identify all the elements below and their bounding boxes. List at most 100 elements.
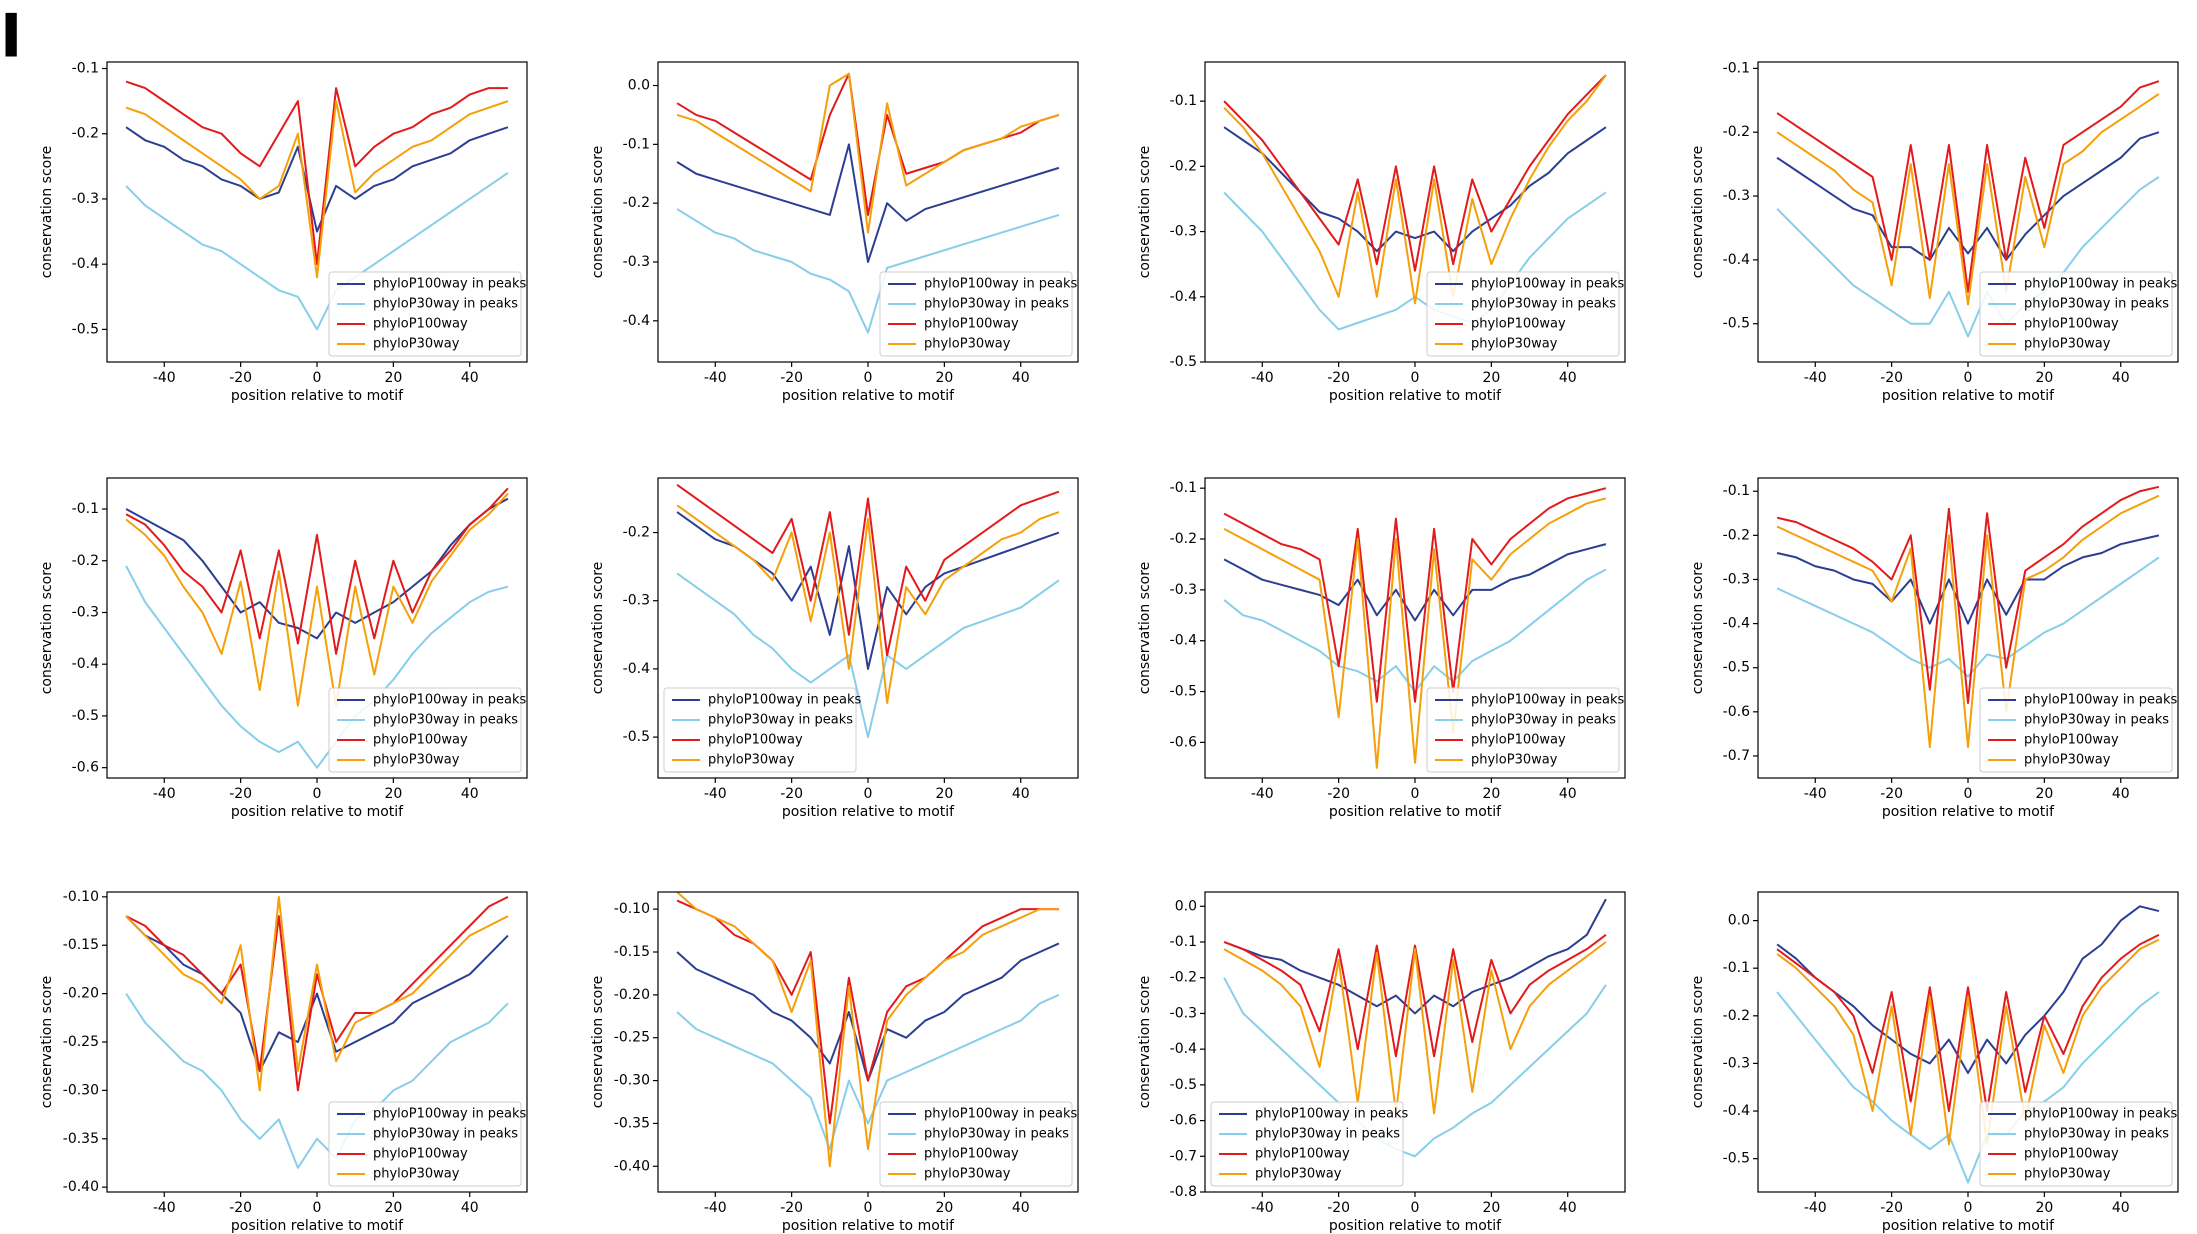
legend-label: phyloP100way in peaks xyxy=(924,1107,1078,1122)
legend-label: phyloP30way in peaks xyxy=(1255,1127,1400,1142)
y-axis-label: conservation score xyxy=(1690,976,1706,1109)
legend-label: phyloP100way xyxy=(924,1147,1019,1162)
y-axis-label: conservation score xyxy=(590,976,606,1109)
legend-label: phyloP30way xyxy=(2024,337,2111,352)
series-line xyxy=(676,72,1060,234)
series-line xyxy=(1776,176,2160,338)
x-tick-label: 20 xyxy=(1482,786,1500,802)
legend-label: phyloP30way xyxy=(924,1167,1011,1182)
y-tick-label: -0.5 xyxy=(1723,316,1750,332)
legend-label: phyloP30way in peaks xyxy=(1471,297,1616,312)
x-tick-label: 40 xyxy=(2112,1200,2130,1216)
y-axis-label: conservation score xyxy=(39,976,55,1109)
legend-label: phyloP30way xyxy=(2024,1167,2111,1182)
x-tick-label: 40 xyxy=(1012,786,1030,802)
plot-area xyxy=(1776,485,2160,749)
series-line xyxy=(676,143,1060,263)
legend-label: phyloP100way xyxy=(924,317,1019,332)
series-line xyxy=(1223,977,1607,1158)
legend: phyloP100way in peaks phyloP30way in peak… xyxy=(663,687,862,773)
legend-box xyxy=(879,271,1073,357)
legend: phyloP100way in peaks phyloP30way in peak… xyxy=(1210,1101,1409,1187)
series-line xyxy=(1223,941,1607,1115)
y-tick-label: -0.2 xyxy=(72,126,99,142)
x-axis-label: position relative to motif xyxy=(1329,804,1502,820)
x-tick-label: -20 xyxy=(1880,1200,1903,1216)
x-tick-label: 0 xyxy=(864,1200,873,1216)
legend-label: phyloP30way xyxy=(1471,753,1558,768)
x-tick-label: 40 xyxy=(2112,370,2130,386)
series-line xyxy=(1223,543,1607,622)
legend-label: phyloP100way in peaks xyxy=(373,277,527,292)
y-tick-label: -0.3 xyxy=(1723,188,1750,204)
chart: -0.5 -0.4 -0.3 -0.2 -0.1 -40 -20 0 20 40 position … xyxy=(1137,61,1626,404)
x-axis-label: position relative to motif xyxy=(1882,1218,2055,1234)
y-tick-label: -0.1 xyxy=(1723,483,1750,499)
legend-label: phyloP100way xyxy=(373,317,468,332)
chart: -0.6 -0.5 -0.4 -0.3 -0.2 -0.1 -40 -20 0 20 40 posit… xyxy=(1137,477,1626,820)
x-tick-label: -20 xyxy=(229,1200,252,1216)
plot-area xyxy=(676,892,1060,1168)
x-tick-label: 0 xyxy=(864,786,873,802)
x-tick-label: 40 xyxy=(461,370,479,386)
y-tick-label: -0.35 xyxy=(63,1131,99,1147)
series-line xyxy=(1776,556,2160,678)
series-line xyxy=(676,484,1060,657)
y-tick-label: -0.5 xyxy=(1170,684,1197,700)
series-line xyxy=(1223,74,1607,305)
y-tick-label: -0.7 xyxy=(1170,1148,1197,1164)
y-tick-label: -0.30 xyxy=(614,1073,650,1089)
legend-box xyxy=(1979,687,2173,773)
x-tick-label: -20 xyxy=(1880,786,1903,802)
legend: phyloP100way in peaks phyloP30way in peak… xyxy=(879,271,1078,357)
series-line xyxy=(1776,131,2160,261)
y-tick-label: -0.1 xyxy=(72,61,99,77)
x-tick-label: -20 xyxy=(1880,370,1903,386)
series-line xyxy=(125,126,509,233)
x-tick-label: 40 xyxy=(461,786,479,802)
x-tick-label: 20 xyxy=(935,370,953,386)
x-tick-label: 0 xyxy=(313,1200,322,1216)
y-tick-label: -0.10 xyxy=(63,889,99,905)
x-tick-label: -40 xyxy=(1251,1200,1274,1216)
legend-label: phyloP30way xyxy=(708,753,795,768)
x-tick-label: 40 xyxy=(1559,786,1577,802)
chart: -0.5 -0.4 -0.3 -0.2 -40 -20 0 20 40 position rela… xyxy=(590,477,1079,820)
legend-label: phyloP100way xyxy=(2024,733,2119,748)
x-tick-label: 0 xyxy=(1964,1200,1973,1216)
y-axis-label: conservation score xyxy=(590,562,606,695)
series-line xyxy=(676,942,1060,1082)
y-tick-label: -0.4 xyxy=(1723,252,1750,268)
series-line xyxy=(125,895,509,1092)
x-tick-label: -40 xyxy=(1251,786,1274,802)
legend: phyloP100way in peaks phyloP30way in peak… xyxy=(328,1101,527,1187)
series-line xyxy=(125,915,509,1073)
legend-label: phyloP100way xyxy=(1471,733,1566,748)
legend-label: phyloP30way in peaks xyxy=(924,1127,1069,1142)
x-axis-label: position relative to motif xyxy=(782,804,955,820)
x-tick-label: -40 xyxy=(153,1200,176,1216)
chart: -0.40 -0.35 -0.30 -0.25 -0.20 -0.15 -0.10 -40 -2… xyxy=(39,889,528,1234)
y-tick-label: -0.4 xyxy=(1723,616,1750,632)
series-line xyxy=(1776,485,2160,704)
legend-label: phyloP100way in peaks xyxy=(2024,1107,2178,1122)
y-tick-label: -0.3 xyxy=(1170,224,1197,240)
plot-area xyxy=(1223,898,1607,1158)
y-tick-label: -0.40 xyxy=(614,1158,650,1174)
x-tick-label: 20 xyxy=(2035,1200,2053,1216)
y-tick-label: -0.5 xyxy=(1723,660,1750,676)
x-tick-label: 40 xyxy=(1012,1200,1030,1216)
series-line xyxy=(1776,534,2160,625)
x-axis-label: position relative to motif xyxy=(1329,388,1502,404)
y-tick-label: -0.1 xyxy=(72,501,99,517)
legend-label: phyloP30way in peaks xyxy=(708,713,853,728)
plot-area xyxy=(125,895,509,1169)
y-tick-label: -0.6 xyxy=(72,760,99,776)
x-tick-label: -40 xyxy=(1804,786,1827,802)
x-tick-label: -20 xyxy=(229,786,252,802)
x-axis-label: position relative to motif xyxy=(1329,1218,1502,1234)
series-line xyxy=(125,497,509,640)
y-tick-label: -0.3 xyxy=(623,593,650,609)
x-tick-label: 40 xyxy=(461,1200,479,1216)
